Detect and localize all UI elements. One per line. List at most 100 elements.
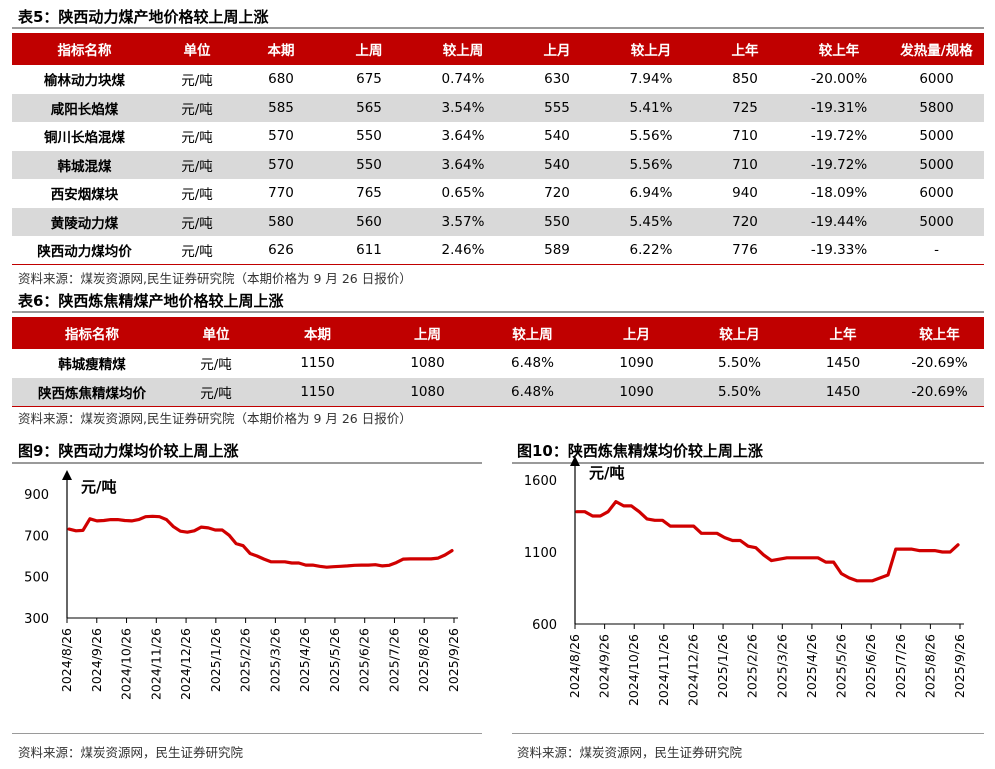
y-axis-label: 元/吨: [589, 464, 624, 482]
table6-row: 韩城瘦精煤 元/吨 1150 1080 6.48% 1090 5.50% 1450 -20.69…: [12, 349, 984, 378]
x-tick-label: 2024/12/26: [178, 628, 193, 700]
y-axis-arrow: [62, 470, 72, 480]
table6-cell: 6.48%: [480, 377, 585, 407]
table5-row: 陕西动力煤均价 元/吨 626 611 2.46% 589 6.22% 776 -19.33% -: [12, 236, 984, 265]
table5-cell: 675: [325, 65, 413, 94]
table5-header-cell: 较上周: [413, 33, 513, 65]
chart9: 元/吨 300 500 700 900 2024/8/26 2024/9/26 2024/10…: [24, 470, 461, 700]
series-line: [67, 514, 454, 569]
x-tick-label: 2025/4/26: [804, 634, 819, 698]
table5-row: 铜川长焰混煤 元/吨 570 550 3.64% 540 5.56% 710 -19.72% 50…: [12, 122, 984, 151]
table5-header-cell: 较上月: [601, 33, 701, 65]
y-tick-label: 1600: [524, 474, 557, 489]
series-line: [575, 500, 960, 583]
table5-header-cell: 单位: [157, 33, 237, 65]
table5-row-name: 铜川长焰混煤: [12, 122, 157, 151]
table6-cell: 1080: [375, 349, 480, 378]
chart9-title: 图9：陕西动力煤均价较上周上涨: [18, 442, 239, 460]
x-tick-label: 2025/3/26: [267, 628, 282, 692]
table5-header-cell: 上周: [325, 33, 413, 65]
table6-cell: 1150: [260, 377, 375, 407]
table5-cell: 776: [701, 236, 789, 265]
x-tick-label: 2024/8/26: [567, 634, 582, 698]
x-tick-label: 2024/8/26: [59, 628, 74, 692]
x-tick-label: 2025/4/26: [297, 628, 312, 692]
table5-cell: 5.56%: [601, 122, 701, 151]
table5-cell: 770: [237, 179, 325, 208]
table6-cell: 元/吨: [172, 349, 260, 378]
table6: 指标名称 单位 本期 上周 较上周 上月 较上月 上年 较上年 韩城瘦精煤 元/吨 1150 1080…: [12, 317, 984, 407]
table6-header-row: 指标名称 单位 本期 上周 较上周 上月 较上月 上年 较上年: [12, 317, 984, 349]
x-tick-label: 2025/5/26: [327, 628, 342, 692]
y-tick-label: 300: [24, 612, 49, 627]
chart10: 元/吨 600 1100 1600 2024/8/26 2024/9/26 2024/10/…: [524, 456, 967, 706]
table5-header-cell: 上月: [513, 33, 601, 65]
x-tick-label: 2024/11/26: [656, 634, 671, 706]
table5-caption-rule: [12, 27, 984, 29]
x-tick-label: 2025/9/26: [952, 634, 967, 698]
table5-cell: 元/吨: [157, 150, 237, 180]
table5-source: 资料来源：煤炭资源网,民生证券研究院（本期价格为 9 月 26 日报价）: [18, 271, 412, 286]
table5-cell: 720: [513, 179, 601, 208]
table6-caption: 表6：陕西炼焦精煤产地价格较上周上涨: [18, 292, 284, 310]
y-tick-label: 600: [532, 618, 557, 633]
table5-cell: 765: [325, 179, 413, 208]
table5-cell: 626: [237, 236, 325, 265]
table5-cell: 850: [701, 65, 789, 94]
table6-header-cell: 上月: [585, 317, 688, 349]
table6-cell: 5.50%: [688, 349, 791, 378]
table5-cell: 0.74%: [413, 65, 513, 94]
table5-cell: 5000: [889, 150, 984, 180]
table6-cell: 1090: [585, 349, 688, 378]
table5-cell: 3.57%: [413, 207, 513, 237]
table5-cell: -19.72%: [789, 150, 889, 180]
table6-header-cell: 单位: [172, 317, 260, 349]
table5-cell: -18.09%: [789, 179, 889, 208]
table6-row-name: 陕西炼焦精煤均价: [12, 377, 172, 407]
table5-row-name: 咸阳长焰煤: [12, 93, 157, 123]
table6-cell: 1450: [791, 377, 895, 407]
table6-row-name: 韩城瘦精煤: [12, 349, 172, 378]
x-tick-label: 2025/6/26: [863, 634, 878, 698]
table5-cell: 3.64%: [413, 122, 513, 151]
table5-row-name: 黄陵动力煤: [12, 207, 157, 237]
table5-header-cell: 发热量/规格: [889, 33, 984, 65]
table5-header-cell: 较上年: [789, 33, 889, 65]
table5-cell: 5.56%: [601, 150, 701, 180]
table5-cell: -19.72%: [789, 122, 889, 151]
chart10-source-rule: [512, 733, 984, 734]
chart10-title-rule: [512, 462, 984, 464]
table5-cell: 元/吨: [157, 65, 237, 94]
table5: 指标名称 单位 本期 上周 较上周 上月 较上月 上年 较上年 发热量/规格 榆林动力块煤 元/吨 6…: [12, 33, 984, 265]
table6-header-cell: 较上月: [688, 317, 791, 349]
table5-cell: 550: [513, 207, 601, 237]
chart9-title-rule: [12, 462, 482, 464]
table5-header-row: 指标名称 单位 本期 上周 较上周 上月 较上月 上年 较上年 发热量/规格: [12, 33, 984, 65]
table5-cell: 710: [701, 122, 789, 151]
y-tick-label: 500: [24, 571, 49, 586]
table5-cell: 565: [325, 93, 413, 123]
table6-cell: 元/吨: [172, 377, 260, 407]
x-tick-label: 2025/7/26: [893, 634, 908, 698]
table5-cell: 7.94%: [601, 65, 701, 94]
x-tick-label: 2025/1/26: [208, 628, 223, 692]
table6-header-cell: 较上周: [480, 317, 585, 349]
table6-cell: 1090: [585, 377, 688, 407]
x-tick-label: 2025/9/26: [446, 628, 461, 692]
table5-cell: -19.31%: [789, 93, 889, 123]
table5-cell: 611: [325, 236, 413, 265]
table5-cell: 540: [513, 150, 601, 180]
y-axis-label: 元/吨: [81, 478, 116, 496]
x-tick-label: 2024/10/26: [119, 628, 134, 700]
table6-row: 陕西炼焦精煤均价 元/吨 1150 1080 6.48% 1090 5.50% 1450 -20…: [12, 377, 984, 407]
table5-cell: 630: [513, 65, 601, 94]
table5-row: 黄陵动力煤 元/吨 580 560 3.57% 550 5.45% 720 -19.44% 500…: [12, 207, 984, 237]
chart9-source: 资料来源：煤炭资源网，民生证券研究院: [18, 745, 244, 760]
chart10-title: 图10：陕西炼焦精煤均价较上周上涨: [517, 442, 763, 460]
table5-header-cell: 本期: [237, 33, 325, 65]
table5-cell: -19.44%: [789, 207, 889, 237]
table5-cell: 3.64%: [413, 150, 513, 180]
table5-cell: 2.46%: [413, 236, 513, 265]
x-tick-label: 2025/8/26: [922, 634, 937, 698]
table5-cell: 550: [325, 122, 413, 151]
